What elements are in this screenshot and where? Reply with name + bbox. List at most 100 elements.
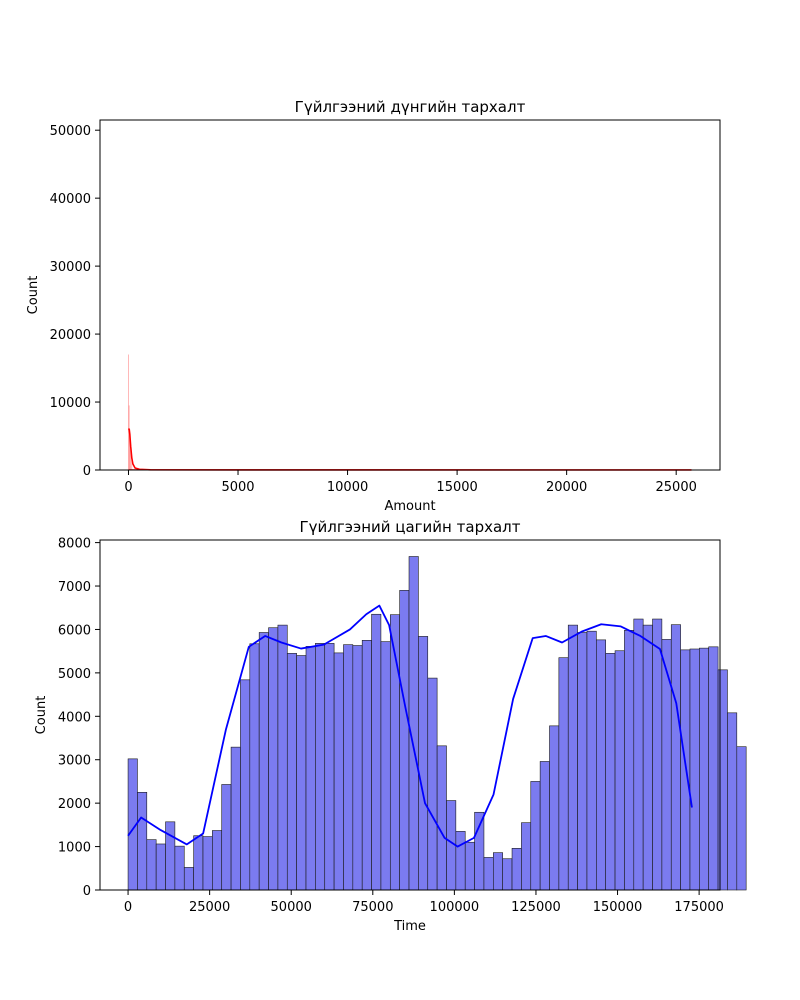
amount-y-tick-label: 10000 <box>50 396 91 411</box>
amount-x-axis-label: Amount <box>384 499 435 514</box>
amount-x-tick-label: 0 <box>124 480 132 495</box>
time-bar <box>174 845 185 891</box>
time-x-tick-label: 25000 <box>189 900 230 915</box>
time-bar <box>399 590 410 891</box>
time-y-tick-label: 6000 <box>58 623 91 638</box>
time-bar <box>699 647 710 891</box>
time-bar <box>736 746 747 891</box>
time-bar <box>614 650 625 891</box>
time-bar <box>296 655 307 891</box>
time-bar <box>727 712 738 891</box>
amount-y-tick-label: 50000 <box>50 124 91 139</box>
time-bar <box>539 761 550 891</box>
time-bar <box>605 653 616 891</box>
time-bar <box>708 646 719 891</box>
time-y-tick-label: 7000 <box>58 580 91 595</box>
time-bar <box>558 657 569 891</box>
time-bar <box>521 822 532 891</box>
amount-y-axis-label: Count <box>26 276 41 315</box>
amount-y-tick-label: 30000 <box>50 260 91 275</box>
time-bar <box>324 643 335 891</box>
time-bar <box>633 618 644 891</box>
amount-x-tick-label: 5000 <box>221 480 254 495</box>
time-bar <box>165 821 176 891</box>
time-bar <box>670 624 681 891</box>
amount-x-tick-label: 20000 <box>546 480 587 495</box>
time-x-tick-label: 175000 <box>674 900 724 915</box>
time-y-tick-label: 1000 <box>58 841 91 856</box>
amount-x-tick-label: 25000 <box>656 480 697 495</box>
time-bar <box>530 781 541 891</box>
time-bar <box>642 624 653 891</box>
time-x-tick-label: 150000 <box>593 900 643 915</box>
time-bar <box>202 836 213 891</box>
time-y-tick-label: 5000 <box>58 667 91 682</box>
time-bar <box>380 641 391 891</box>
time-bar <box>230 746 241 891</box>
time-bar <box>652 618 663 891</box>
time-bar <box>221 784 232 891</box>
amount-y-tick-label: 20000 <box>50 328 91 343</box>
time-x-axis: 0 25000 50000 75000 100000 125000 150000 175000 <box>124 890 724 915</box>
time-bar <box>249 643 260 891</box>
time-bar <box>567 624 578 891</box>
amount-y-axis: 0 10000 20000 30000 40000 50000 <box>50 124 100 479</box>
amount-y-tick-label: 40000 <box>50 192 91 207</box>
amount-histogram-chart: Гүйлгээний дүнгийн тархалт 0 5000 10000 150… <box>26 98 721 514</box>
time-bar <box>305 646 316 891</box>
time-bar <box>183 867 194 891</box>
time-bar <box>146 839 157 891</box>
time-bar <box>333 652 344 891</box>
time-y-tick-label: 4000 <box>58 710 91 725</box>
time-y-axis-label: Count <box>34 696 49 735</box>
time-bar <box>717 669 728 891</box>
time-y-tick-label: 2000 <box>58 797 91 812</box>
time-bar <box>464 841 475 891</box>
time-bar <box>624 630 635 891</box>
time-chart-title: Гүйлгээний цагийн тархалт <box>300 518 521 536</box>
time-bar <box>418 636 429 891</box>
time-bar <box>240 679 251 891</box>
time-x-tick-label: 100000 <box>430 900 480 915</box>
time-y-tick-label: 8000 <box>58 537 91 552</box>
time-bar <box>408 556 419 891</box>
time-kde-line <box>127 604 693 848</box>
amount-y-tick-label: 0 <box>83 464 91 479</box>
time-x-tick-label: 0 <box>124 900 132 915</box>
time-y-tick-label: 3000 <box>58 754 91 769</box>
time-bar <box>661 639 672 891</box>
time-bar <box>427 677 438 891</box>
time-x-axis-label: Time <box>393 919 426 934</box>
time-bar <box>689 648 700 891</box>
time-plot-frame <box>99 539 721 891</box>
amount-x-tick-label: 15000 <box>436 480 477 495</box>
time-bar <box>455 831 466 891</box>
time-bar <box>277 624 288 891</box>
time-y-axis: 0 1000 2000 3000 4000 5000 6000 7000 8000 <box>58 537 100 899</box>
time-bar <box>474 811 485 891</box>
time-y-tick-label: 0 <box>83 884 91 899</box>
time-x-tick-label: 125000 <box>511 900 561 915</box>
time-bar <box>268 627 279 891</box>
amount-plot-frame <box>99 119 721 471</box>
time-bar <box>212 830 223 891</box>
time-bar <box>193 835 204 891</box>
time-bar <box>315 643 326 891</box>
time-bar <box>343 644 354 891</box>
time-bar <box>596 639 606 891</box>
time-bar <box>361 640 372 891</box>
time-bar <box>493 852 503 891</box>
time-bar <box>680 649 691 891</box>
amount-x-tick-label: 10000 <box>327 480 368 495</box>
time-histogram-chart: Гүйлгээний цагийн тархалт 0 25000 50000 750… <box>34 518 747 934</box>
time-bar <box>511 848 522 891</box>
time-bar <box>137 791 148 891</box>
time-bar <box>258 632 269 891</box>
time-bar <box>371 613 382 891</box>
time-bar <box>502 858 513 891</box>
time-bar <box>586 630 597 891</box>
amount-chart-title: Гүйлгээний дүнгийн тархалт <box>295 98 526 116</box>
time-kde-curve <box>127 604 693 848</box>
time-bar <box>155 843 166 891</box>
